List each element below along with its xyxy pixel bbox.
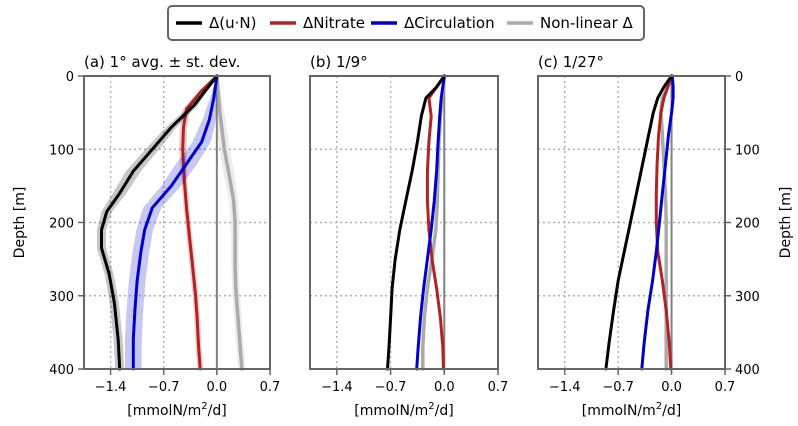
legend-label: Δ(u·N) — [209, 14, 256, 32]
y-axis-title: Depth [m] — [778, 187, 794, 259]
x-tick-label: 0.7 — [260, 380, 281, 395]
x-axis-title: [mmolN/m2/d] — [354, 401, 453, 419]
panel-title: (a) 1° avg. ± st. dev. — [84, 53, 240, 71]
series-nitrate — [425, 74, 446, 371]
y-tick-label: 200 — [735, 217, 760, 232]
panel-title: (b) 1/9° — [310, 53, 368, 71]
y-axis-title: Depth [m] — [12, 187, 28, 259]
legend-item-nitrate: ΔNitrate — [270, 14, 365, 32]
x-tick-label: −1.4 — [549, 380, 581, 395]
series-line — [131, 74, 219, 371]
x-tick-label: 0.0 — [207, 380, 228, 395]
series-line — [425, 74, 446, 371]
legend-item-circulation: ΔCirculation — [371, 14, 495, 32]
series-line — [215, 74, 244, 371]
legend-item-non-linear: Non-linear Δ — [507, 14, 634, 32]
legend-label: ΔCirculation — [404, 14, 495, 32]
x-tick-label: 0.0 — [434, 380, 455, 395]
y-tick-label: 400 — [49, 363, 74, 378]
legend-item-u-n: Δ(u·N) — [176, 14, 256, 32]
x-tick-label: −0.7 — [602, 380, 634, 395]
series-circulation — [125, 74, 219, 371]
series-nitrate — [178, 74, 219, 371]
x-tick-label: −1.4 — [95, 380, 127, 395]
panels: −1.4 −0.7 0.0 0.7 0 100 200 300 400 Depth [m] [mmo… — [12, 53, 794, 419]
y-tick-label: 200 — [49, 217, 74, 232]
series-u-n — [386, 74, 446, 371]
series-line — [604, 74, 674, 371]
x-tick-label: −1.4 — [321, 380, 353, 395]
panel-title: (c) 1/27° — [538, 53, 604, 71]
series-line — [654, 74, 674, 371]
plot-frame — [309, 75, 499, 370]
x-tick-label: −0.7 — [148, 380, 180, 395]
y-tick-label: 0 — [66, 70, 74, 85]
x-axis-title: [mmolN/m2/d] — [127, 401, 226, 419]
panel-2: −1.4 −0.7 0.0 0.7 0 100 200 300 400 Depth [m] [mmo… — [537, 53, 794, 419]
panel-1: −1.4 −0.7 0.0 0.7 [mmolN/m2/d] (b) 1/9° — [309, 53, 509, 419]
legend-frame — [167, 5, 645, 41]
x-tick-label: 0.7 — [715, 380, 736, 395]
series-u-n — [604, 74, 674, 371]
series-band — [125, 76, 218, 369]
y-tick-label: 100 — [735, 143, 760, 158]
series-line — [415, 74, 446, 371]
legend-label: Non-linear Δ — [540, 14, 634, 32]
y-tick-label: 100 — [49, 143, 74, 158]
series-line — [100, 74, 219, 371]
series-line — [181, 74, 219, 371]
x-axis-title: [mmolN/m2/d] — [582, 401, 681, 419]
x-tick-label: 0.0 — [661, 380, 682, 395]
series-circulation — [640, 74, 675, 371]
panel-0: −1.4 −0.7 0.0 0.7 0 100 200 300 400 Depth [m] [mmo… — [12, 53, 280, 419]
series-non-linear — [215, 74, 246, 371]
series-line — [640, 74, 675, 371]
x-tick-label: 0.7 — [488, 380, 509, 395]
legend-label: ΔNitrate — [303, 14, 365, 32]
y-tick-label: 300 — [735, 290, 760, 305]
series-nitrate — [654, 74, 674, 371]
series-u-n — [96, 74, 219, 371]
x-tick-label: −0.7 — [375, 380, 407, 395]
y-tick-label: 0 — [735, 70, 743, 85]
series-line — [386, 74, 446, 371]
series-circulation — [415, 74, 446, 371]
y-tick-label: 400 — [735, 363, 760, 378]
legend: Δ(u·N) ΔNitrate ΔCirculation Non-linear Δ — [167, 5, 645, 41]
y-tick-label: 300 — [49, 290, 74, 305]
